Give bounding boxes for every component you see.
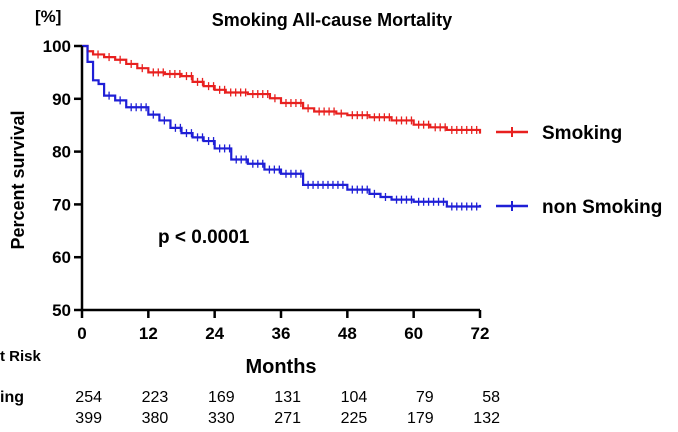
at-risk-value: 79 — [416, 389, 434, 406]
at-risk-value: 223 — [142, 389, 169, 406]
at-risk-row-label: ing — [0, 389, 24, 406]
at-risk-value: 131 — [274, 389, 301, 406]
series-smoking — [82, 44, 482, 134]
axes: 50 60 70 80 90 100 0 12 24 36 48 60 72 — [43, 37, 490, 343]
at-risk-value: 104 — [341, 389, 368, 406]
legend: Smoking non Smoking — [496, 123, 662, 218]
y-tick-label: 80 — [52, 143, 71, 162]
y-tick-label: 60 — [52, 248, 71, 267]
x-tick-label: 60 — [404, 324, 423, 343]
legend-item: Smoking — [496, 123, 622, 144]
at-risk-value: 169 — [208, 389, 235, 406]
at-risk-row: 399 380 330 271 225 179 132 — [75, 410, 500, 427]
at-risk-value: 179 — [407, 410, 434, 427]
x-tick-label: 24 — [205, 324, 224, 343]
y-unit-label: [%] — [35, 7, 61, 26]
y-tick-label: 50 — [52, 301, 71, 320]
at-risk-value: 330 — [208, 410, 235, 427]
at-risk-value: 225 — [341, 410, 368, 427]
legend-label: Smoking — [542, 123, 622, 144]
at-risk-heading: t Risk — [0, 348, 42, 365]
at-risk-value: 132 — [473, 410, 500, 427]
at-risk-value: 254 — [75, 389, 102, 406]
x-tick-label: 48 — [338, 324, 357, 343]
y-tick-label: 90 — [52, 90, 71, 109]
at-risk-row: ing 254 223 169 131 104 79 58 — [0, 389, 500, 406]
x-tick-label: 72 — [471, 324, 490, 343]
survival-step-line — [82, 44, 482, 134]
legend-item: non Smoking — [496, 197, 662, 218]
y-tick-label: 70 — [52, 195, 71, 214]
series-non-smoking — [82, 44, 482, 211]
at-risk-value: 271 — [274, 410, 301, 427]
survival-step-line — [82, 44, 482, 208]
at-risk-value: 380 — [142, 410, 169, 427]
at-risk-value: 399 — [75, 410, 102, 427]
series-layer — [82, 44, 482, 211]
chart-title: Smoking All-cause Mortality — [212, 10, 452, 30]
x-tick-label: 12 — [139, 324, 158, 343]
y-tick-label: 100 — [43, 37, 71, 56]
at-risk-table: t Risk ing 254 223 169 131 104 79 58 399 380 330 271… — [0, 348, 500, 427]
x-tick-label: 36 — [272, 324, 291, 343]
legend-label: non Smoking — [542, 197, 662, 218]
p-value-annotation: p < 0.0001 — [158, 227, 250, 248]
x-tick-label: 0 — [77, 324, 86, 343]
y-axis-label: Percent survival — [8, 110, 28, 249]
x-axis-label: Months — [245, 356, 316, 378]
at-risk-value: 58 — [482, 389, 500, 406]
